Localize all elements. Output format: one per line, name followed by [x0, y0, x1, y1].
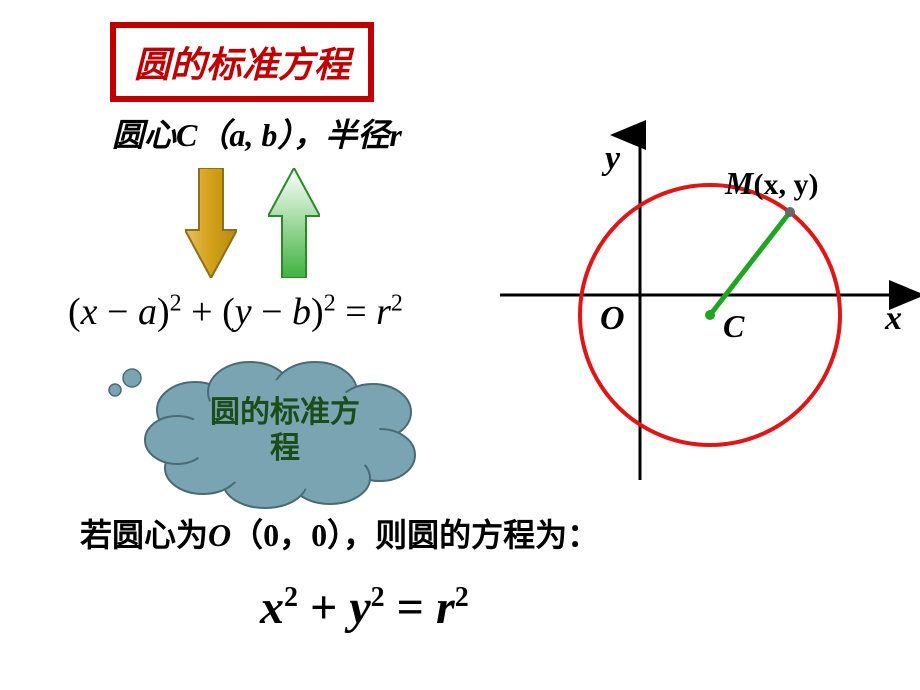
bt-before: 若圆心为 [80, 517, 208, 553]
origin-case-text: 若圆心为O（0，0），则圆的方程为： [80, 510, 599, 556]
eq2-y: y [349, 581, 370, 634]
eq2-eq: = [385, 581, 436, 634]
y-axis-label: y [605, 140, 620, 178]
point-M-label: M(x, y) [725, 165, 818, 202]
eq2-plus: + [298, 581, 349, 634]
M-letter: M [725, 165, 753, 201]
eq2-exp1: 2 [284, 582, 298, 613]
point-C [705, 310, 715, 320]
x-axis-label: x [885, 300, 902, 338]
eq2-exp3: 2 [455, 582, 469, 613]
origin-label: O [600, 300, 625, 338]
M-coords: (x, y) [753, 168, 818, 201]
origin-equation: x2 + y2 = r2 [260, 580, 469, 635]
radius-line [710, 212, 790, 315]
bt-coords: （0，0） [231, 517, 343, 553]
bt-after: ，则圆的方程为： [343, 517, 599, 553]
eq2-x: x [260, 581, 284, 634]
eq2-exp2: 2 [371, 582, 385, 613]
bt-O: O [208, 517, 231, 553]
eq2-r: r [436, 581, 455, 634]
center-C-label: C [723, 308, 744, 345]
point-M [785, 207, 795, 217]
